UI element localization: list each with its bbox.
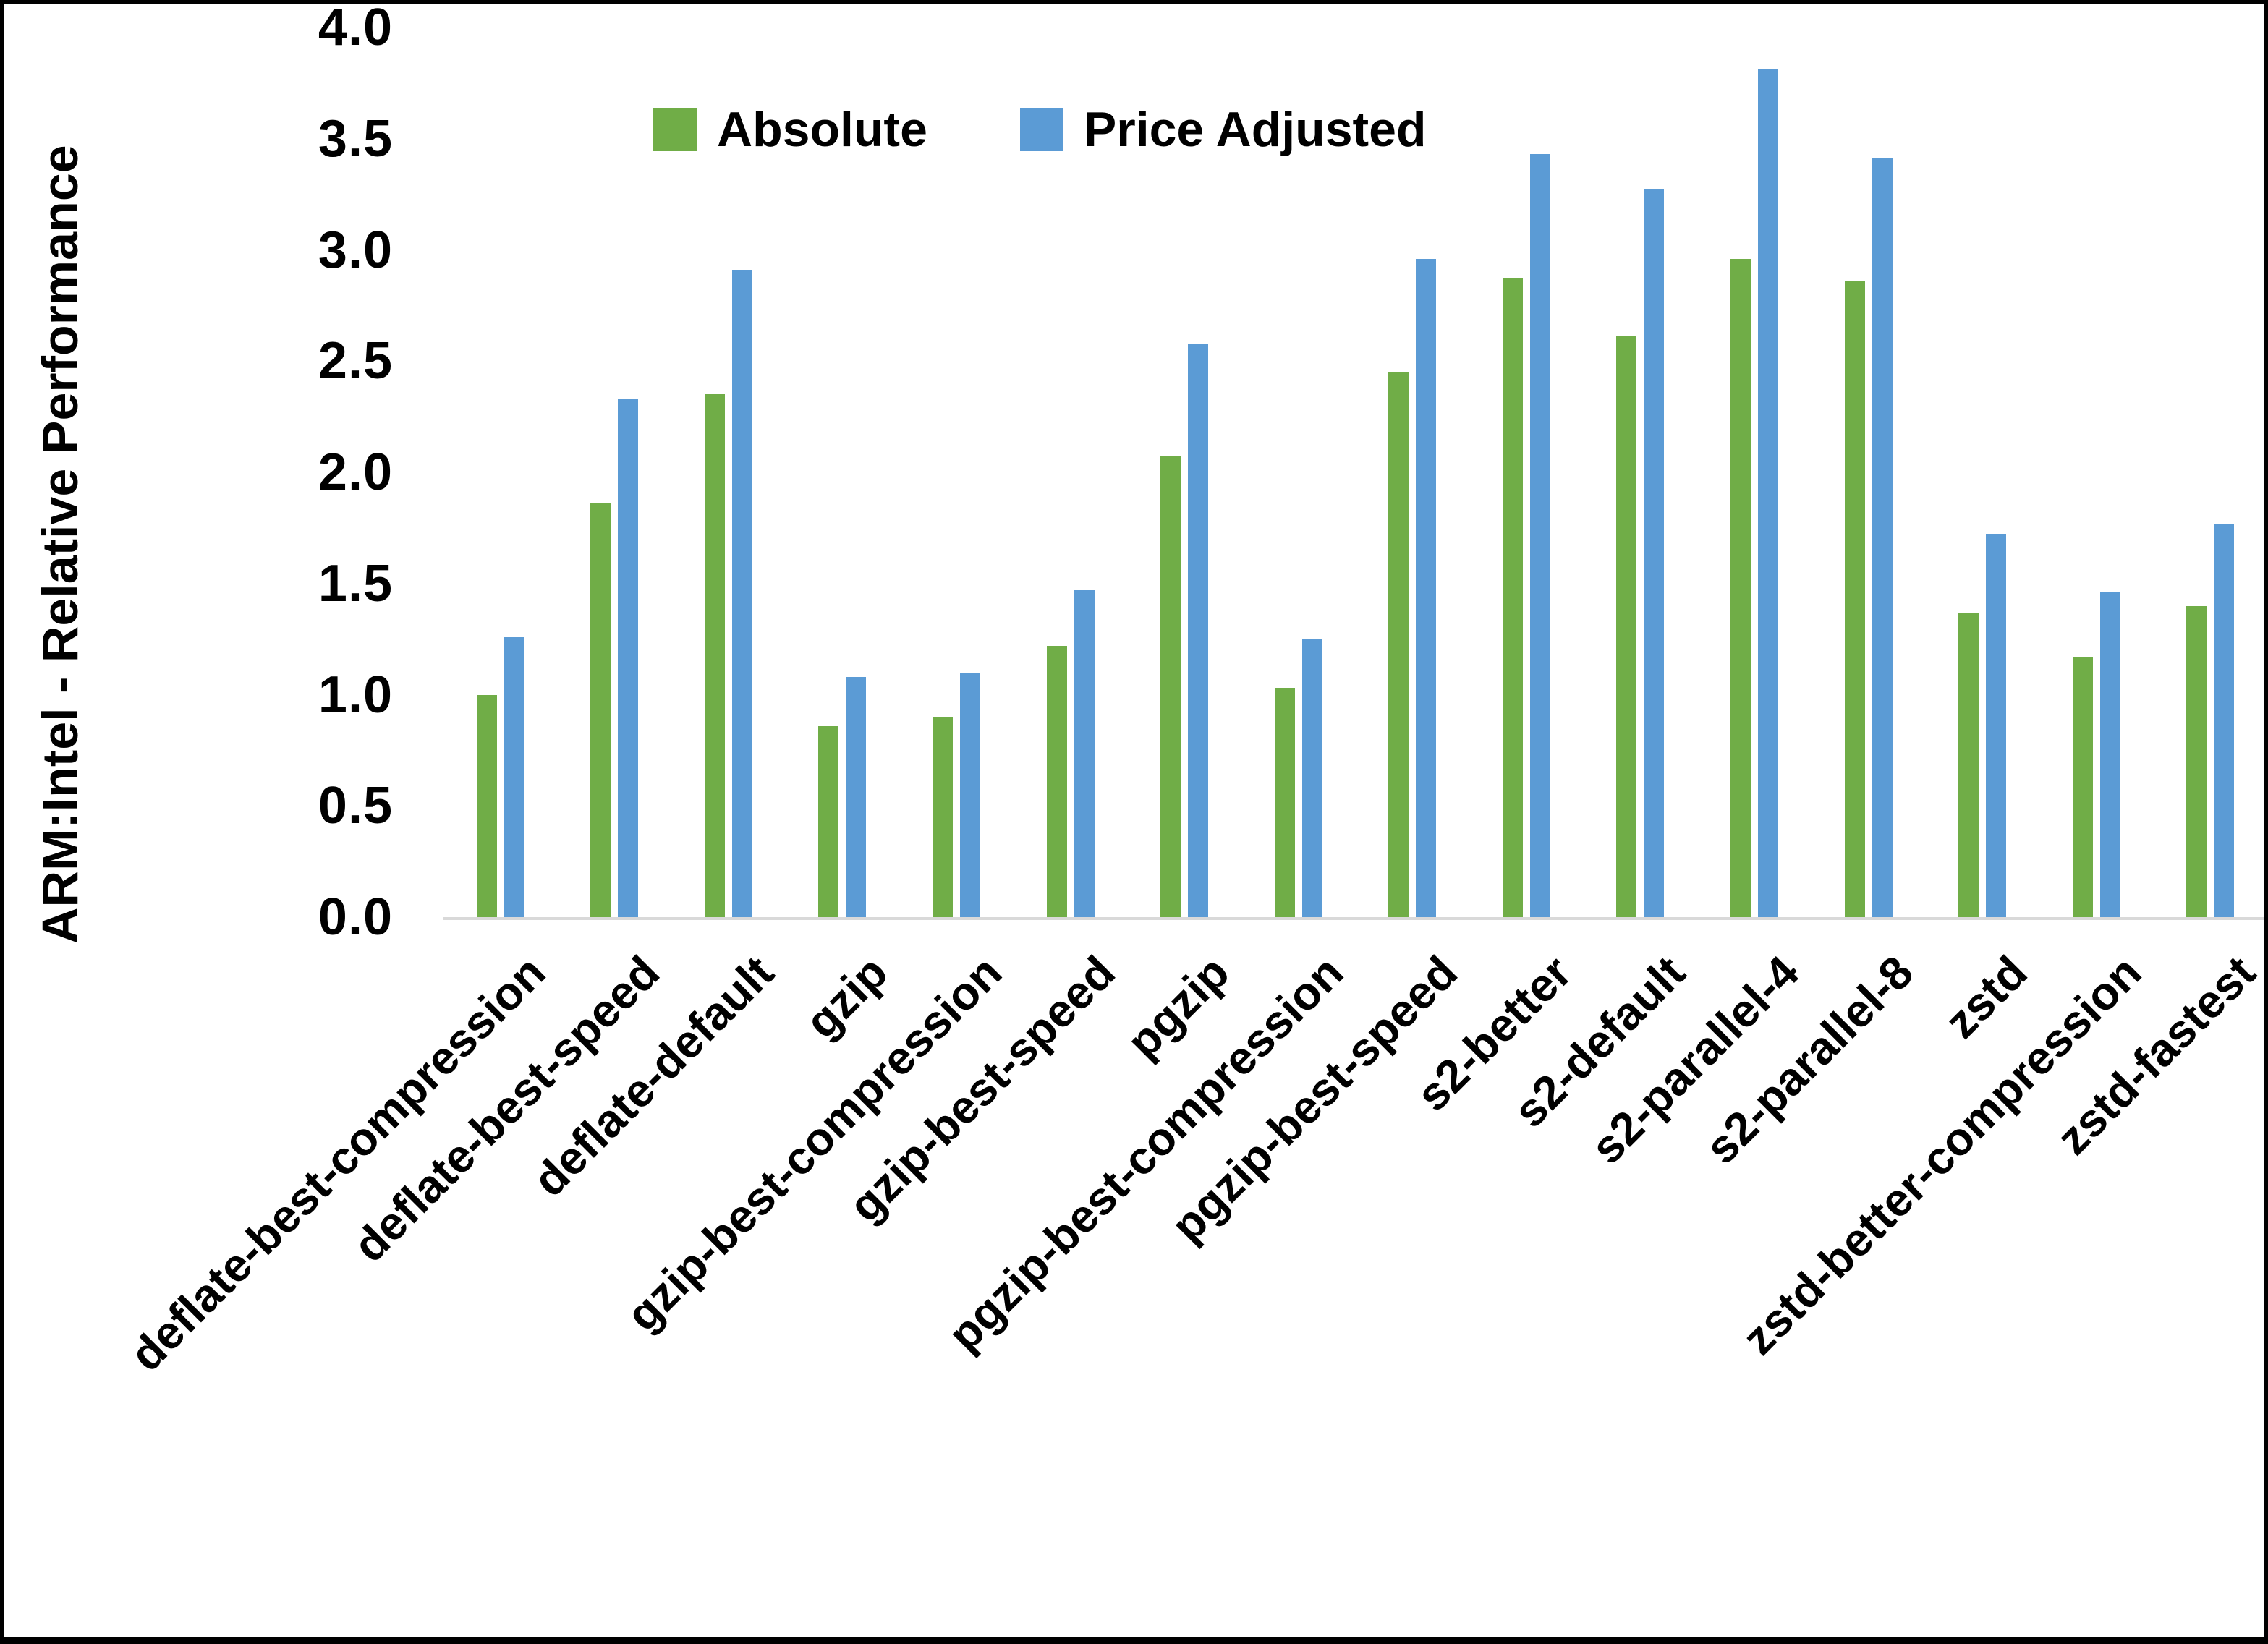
bar-absolute (1730, 258, 1751, 917)
bar-absolute (1616, 336, 1637, 917)
legend-swatch-price-adjusted (1019, 108, 1063, 151)
bar-price-adjusted (1301, 639, 1322, 917)
y-tick-label: 2.5 (318, 332, 393, 391)
y-tick-label: 1.0 (318, 665, 393, 724)
legend: Absolute Price Adjusted (653, 103, 1427, 156)
x-category-label: deflate-best-compression (119, 945, 556, 1381)
bar-price-adjusted (1416, 258, 1437, 917)
bar-price-adjusted (1986, 534, 2007, 917)
bar-price-adjusted (1757, 69, 1778, 917)
bar-absolute (1502, 278, 1523, 917)
legend-swatch-absolute (653, 108, 697, 151)
y-tick-label: 0.5 (318, 777, 393, 835)
bar-price-adjusted (2214, 523, 2235, 917)
bar-price-adjusted (1074, 589, 1095, 917)
bar-price-adjusted (2099, 592, 2120, 917)
bar-absolute (1160, 456, 1181, 917)
bar-absolute (2186, 605, 2207, 917)
bar-price-adjusted (731, 270, 752, 917)
bar-absolute (1844, 281, 1865, 917)
bar-absolute (704, 394, 725, 917)
y-tick-label: 3.0 (318, 221, 393, 279)
bar-price-adjusted (1529, 154, 1550, 917)
y-tick-label: 3.5 (318, 109, 393, 168)
x-category-label: zstd (1934, 945, 2037, 1049)
y-tick-label: 4.0 (318, 0, 393, 56)
plot-area: 0.0 0.5 1.0 1.5 2.0 2.5 3.0 3.5 4.0 deflate-best-… (4, 4, 2264, 1637)
bar-price-adjusted (618, 399, 639, 917)
bar-absolute (476, 694, 497, 917)
bar-price-adjusted (504, 636, 524, 917)
bar-price-adjusted (1188, 343, 1209, 917)
x-category-label: gzip (794, 945, 898, 1049)
legend-label-price-adjusted: Price Adjusted (1083, 102, 1427, 157)
y-tick-label: 2.0 (318, 443, 393, 501)
bar-absolute (590, 503, 611, 917)
legend-item-absolute: Absolute (653, 103, 927, 156)
bar-absolute (933, 717, 954, 917)
x-axis-line (443, 917, 2264, 920)
bar-price-adjusted (960, 672, 981, 917)
bar-absolute (2072, 657, 2093, 917)
bar-price-adjusted (846, 676, 867, 917)
y-tick-label: 0.0 (318, 888, 393, 946)
legend-item-price-adjusted: Price Adjusted (1019, 102, 1427, 157)
bar-absolute (1958, 612, 1979, 917)
legend-label-absolute: Absolute (717, 102, 927, 157)
bar-absolute (1274, 688, 1295, 917)
bar-absolute (1046, 645, 1067, 917)
bar-absolute (1388, 372, 1409, 917)
y-tick-label: 1.5 (318, 554, 393, 613)
bar-absolute (818, 725, 839, 917)
bar-price-adjusted (1644, 189, 1665, 917)
bar-price-adjusted (1872, 158, 1893, 917)
